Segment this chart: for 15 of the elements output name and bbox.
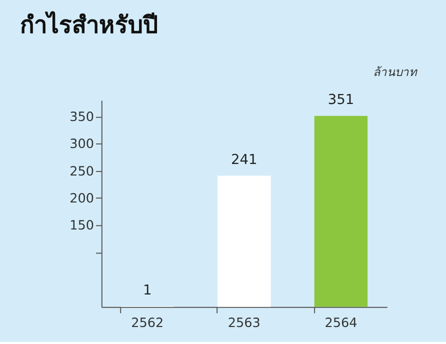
y-axis-title: ล้านบาท <box>372 64 418 79</box>
x-tick-label: 2563 <box>228 316 260 332</box>
bar <box>218 176 271 307</box>
x-tick-label: 2564 <box>324 316 358 332</box>
y-tick-label: 350 <box>70 110 94 125</box>
data-label: 351 <box>328 92 354 108</box>
data-label: 1 <box>143 282 152 299</box>
y-tick-label: 150 <box>70 218 94 234</box>
chart-title: กำไรสำหรับปี <box>20 10 158 40</box>
bar <box>314 116 368 307</box>
y-tick-label: 250 <box>70 164 94 180</box>
y-tick-label: 200 <box>70 191 94 206</box>
x-tick-label: 2562 <box>131 316 164 332</box>
y-tick-label: 300 <box>70 137 94 152</box>
data-label: 241 <box>231 152 258 168</box>
